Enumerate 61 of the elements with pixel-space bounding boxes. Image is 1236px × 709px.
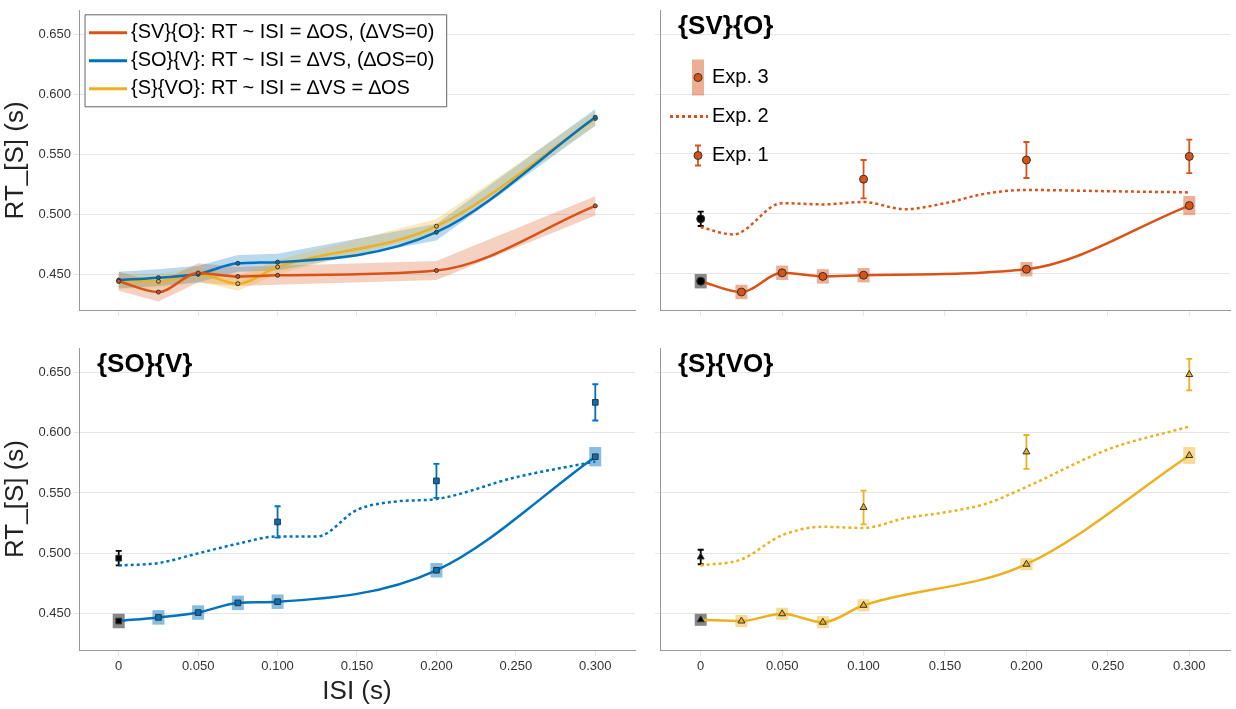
point xyxy=(859,174,869,184)
point xyxy=(155,614,162,621)
x-tick-label: 0 xyxy=(697,658,705,674)
chart-title: {SO}{V} xyxy=(97,348,193,379)
point xyxy=(859,600,868,608)
legend-label: Exp. 3 xyxy=(712,65,769,88)
y-tick-label: 0.600 xyxy=(38,424,71,440)
chart-title: {SV}{O} xyxy=(678,10,774,41)
x-tick-label: 0.150 xyxy=(340,658,374,674)
y-tick-label: 0.650 xyxy=(38,363,71,379)
legend-label: Exp. 1 xyxy=(712,143,769,166)
y-tick-label: 0.450 xyxy=(38,605,71,621)
point xyxy=(115,617,123,625)
point xyxy=(696,214,706,224)
x-tick-label: 0.150 xyxy=(928,658,962,674)
x-tick-label: 0.050 xyxy=(181,658,215,674)
point xyxy=(1021,155,1031,165)
point xyxy=(1022,559,1031,567)
point xyxy=(274,598,281,606)
x-tick-label: 0.100 xyxy=(261,658,294,674)
x-tick-label: 0.200 xyxy=(420,658,453,674)
x-tick-label: 0.050 xyxy=(765,658,799,674)
y-axis-title: RT_[S] (s) xyxy=(0,440,29,558)
y-tick-label: 0.500 xyxy=(38,205,71,221)
y-tick-label: 0.650 xyxy=(38,26,71,42)
x-tick-label: 0.300 xyxy=(1173,658,1206,674)
point xyxy=(234,599,242,607)
x-tick-label: 0.200 xyxy=(1010,658,1043,674)
point xyxy=(1184,151,1194,161)
point xyxy=(274,518,281,526)
x-tick-label: 0.300 xyxy=(579,658,612,674)
point xyxy=(591,399,599,406)
y-axis-title: RT_[S] (s) xyxy=(0,101,29,220)
point xyxy=(194,609,202,616)
point xyxy=(1022,447,1031,455)
y-tick-label: 0.500 xyxy=(38,544,71,560)
chart-title: {S}{VO} xyxy=(678,348,774,379)
y-tick-label: 0.600 xyxy=(38,86,71,102)
point xyxy=(737,616,746,624)
y-tick-label: 0.550 xyxy=(38,484,71,500)
x-tick-label: 0 xyxy=(115,658,123,674)
point xyxy=(859,502,868,510)
x-tick-label: 0.250 xyxy=(1091,658,1125,674)
point xyxy=(115,554,123,562)
point xyxy=(433,566,440,574)
legend-label: Exp. 2 xyxy=(712,104,769,127)
y-tick-label: 0.550 xyxy=(38,145,71,161)
point xyxy=(818,617,827,625)
x-tick-label: 0.100 xyxy=(847,658,880,674)
point xyxy=(1185,451,1194,459)
point xyxy=(433,477,440,485)
point xyxy=(1184,201,1194,211)
legend-label: {SO}{V}: RT ~ ISI = ∆VS, (∆OS=0) xyxy=(131,48,435,71)
legend-label: {S}{VO}: RT ~ ISI = ∆VS = ∆OS xyxy=(131,76,410,99)
point xyxy=(696,552,705,560)
point xyxy=(591,453,599,461)
point xyxy=(1185,370,1194,378)
x-axis-title: ISI (s) xyxy=(322,674,392,705)
legend-label: {SV}{O}: RT ~ ISI = ∆OS, (∆VS=0) xyxy=(131,20,435,43)
x-tick-label: 0.250 xyxy=(499,658,533,674)
y-tick-label: 0.450 xyxy=(38,265,71,281)
